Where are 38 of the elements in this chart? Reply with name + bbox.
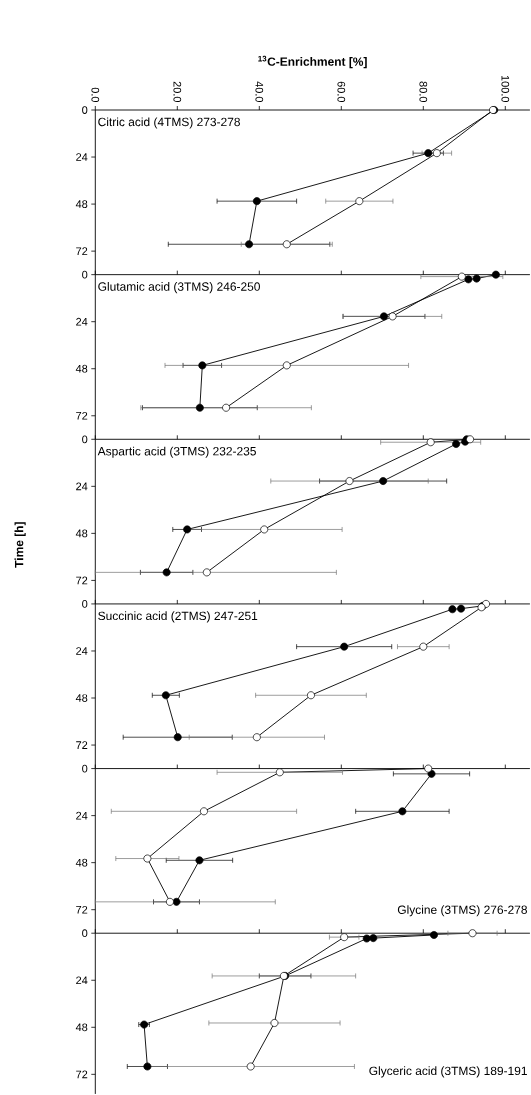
x-tick-label: 20.0 bbox=[173, 81, 182, 103]
y-axis-title: Time [h] bbox=[14, 522, 26, 568]
y-tick-label: 72 bbox=[76, 247, 88, 255]
y-tick-label: 48 bbox=[75, 858, 88, 867]
y-tick-label: 24 bbox=[76, 153, 88, 161]
y-tick-label: 48 bbox=[75, 364, 88, 373]
y-tick-label: 24 bbox=[76, 482, 88, 491]
y-tick-label: 48 bbox=[75, 1023, 88, 1032]
y-tick-label: 0 bbox=[82, 270, 88, 279]
text: Glycine (3TMS) 276-278 bbox=[397, 905, 527, 917]
y-tick-label: 48 bbox=[75, 200, 88, 208]
x-tick-label: 60.0 bbox=[337, 81, 346, 103]
y-tick-label: 72 bbox=[76, 576, 88, 585]
x-tick-label: 100.0 bbox=[501, 75, 510, 103]
y-tick-label: 72 bbox=[76, 411, 88, 420]
text: Aspartic acid (3TMS) 232-235 bbox=[97, 446, 256, 458]
text: Glutamic acid (3TMS) 246-250 bbox=[98, 282, 260, 294]
x-tick-label: 0.0 bbox=[91, 87, 100, 103]
y-tick-label: 72 bbox=[76, 905, 88, 914]
y-tick-label: 48 bbox=[75, 529, 88, 538]
text: Glyceric acid (3TMS) 189-191 bbox=[369, 1066, 527, 1078]
y-tick-label: 24 bbox=[76, 976, 88, 985]
x-tick-label: 80.0 bbox=[419, 81, 428, 103]
text: Succinic acid (2TMS) 247-251 bbox=[98, 611, 258, 623]
y-tick-label: 0 bbox=[82, 929, 88, 938]
y-tick-label: 0 bbox=[82, 764, 88, 773]
y-tick-label: 0 bbox=[82, 435, 88, 444]
x-axis-title: $^{13}$C-Enrichment [%] bbox=[258, 55, 367, 69]
y-tick-label: 0 bbox=[82, 600, 88, 608]
y-tick-label: 48 bbox=[75, 694, 88, 702]
text: Citric acid (4TMS) 273-278 bbox=[98, 117, 240, 129]
y-tick-label: 24 bbox=[76, 647, 88, 655]
y-tick-label: 72 bbox=[76, 1070, 88, 1079]
x-tick-label: 40.0 bbox=[255, 81, 264, 103]
y-tick-label: 24 bbox=[76, 811, 88, 820]
y-tick-label: 72 bbox=[76, 741, 88, 749]
y-tick-label: 24 bbox=[76, 317, 88, 326]
y-tick-label: 0 bbox=[82, 106, 88, 114]
